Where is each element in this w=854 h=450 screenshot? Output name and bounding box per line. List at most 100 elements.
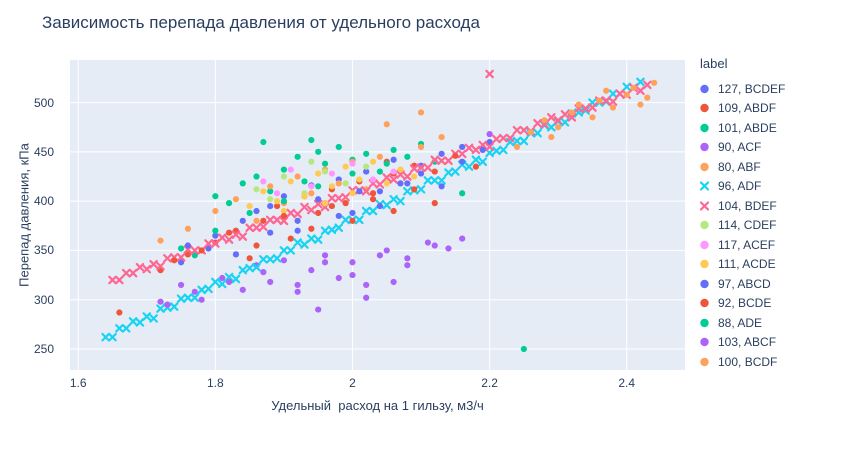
scatter-point-x <box>313 199 323 209</box>
scatter-point <box>363 294 370 301</box>
scatter-point-x <box>279 246 289 255</box>
scatter-point <box>171 257 178 264</box>
scatter-point-x <box>403 172 412 181</box>
scatter-point-x <box>313 235 323 244</box>
y-tick-label: 500 <box>33 95 54 110</box>
y-tick-label: 350 <box>33 243 54 258</box>
series-111-ACDE <box>246 158 418 215</box>
legend-item-111-ACDE[interactable]: 111, ACDE <box>694 255 852 275</box>
legend-marker-icon <box>700 123 709 132</box>
legend-item-label: 100, BCDF <box>718 354 778 369</box>
plot-area[interactable] <box>70 60 685 370</box>
scatter-point-x <box>142 312 152 321</box>
legend-item-label: 92, BCDE <box>718 296 772 311</box>
scatter-point-x <box>231 230 241 239</box>
scatter-point-x <box>211 239 220 248</box>
scatter-point <box>568 109 575 116</box>
legend: label 127, BCDEF 109, ABDF 101, ABDE 90, AC… <box>694 56 852 372</box>
scatter-point <box>212 207 219 215</box>
x-tick-label: 1.6 <box>69 376 87 390</box>
legend-marker-icon <box>700 279 709 288</box>
scatter-point <box>164 301 171 308</box>
scatter-point <box>280 207 288 215</box>
legend-item-label: 117, ACEF <box>718 237 776 252</box>
scatter-point-x <box>492 146 501 156</box>
scatter-point <box>212 193 219 200</box>
scatter-point <box>315 209 322 217</box>
legend-marker-icon <box>699 181 710 191</box>
legend-item-92-BCDE[interactable]: 92, BCDE <box>694 294 852 314</box>
scatter-point-x <box>533 128 542 138</box>
scatter-point <box>459 158 466 165</box>
scatter-point <box>287 235 294 242</box>
scatter-point <box>315 306 322 313</box>
scatter-point-x <box>423 163 433 172</box>
scatter-point-x <box>293 209 302 219</box>
scatter-point <box>198 296 205 303</box>
scatter-point <box>363 168 370 175</box>
scatter-point-x <box>430 176 440 185</box>
y-axis-ticks: 250 300 350 400 450 500 <box>0 60 62 370</box>
scatter-point-x <box>478 140 488 150</box>
scatter-point <box>308 158 315 165</box>
legend-item-80-ABF[interactable]: 80, ABF <box>694 157 852 177</box>
scatter-point <box>390 207 397 215</box>
legend-item-109-ABDF[interactable]: 109, ABDF <box>694 99 852 119</box>
scatter-point <box>225 229 233 236</box>
legend-marker-icon <box>700 143 709 152</box>
legend-item-88-ADE[interactable]: 88, ADE <box>694 313 852 333</box>
scatter-point <box>390 168 397 175</box>
scatter-point-x <box>265 255 275 264</box>
scatter-point-x <box>149 259 158 269</box>
legend-item-114-CDEF[interactable]: 114, CDEF <box>694 216 852 236</box>
scatter-point <box>253 242 260 249</box>
series-109-ABDF <box>116 162 438 316</box>
legend-item-97-ABCD[interactable]: 97, ABCD <box>694 274 852 294</box>
scatter-point-x <box>396 196 405 206</box>
scatter-point-x <box>224 235 234 244</box>
legend-item-100-BCDF[interactable]: 100, BCDF <box>694 352 852 372</box>
scatter-point-x <box>245 223 254 233</box>
scatter-point-x <box>190 246 200 255</box>
scatter-point <box>273 190 281 197</box>
legend-items: 127, BCDEF 109, ABDF 101, ABDE 90, ACF 80, A… <box>694 79 852 372</box>
scatter-point <box>177 245 185 252</box>
scatter-point-x <box>156 261 165 271</box>
legend-marker-icon <box>700 318 709 327</box>
scatter-point <box>404 153 411 160</box>
scatter-point <box>328 202 336 210</box>
legend-item-label: 90, ACF <box>718 140 762 155</box>
scatter-point-x <box>444 168 453 177</box>
legend-item-label: 103, ABCF <box>718 335 777 350</box>
legend-item-117-ACEF[interactable]: 117, ACEF <box>694 235 852 255</box>
scatter-point <box>177 281 185 289</box>
scatter-point <box>273 202 281 210</box>
series-88-ADE <box>177 160 527 353</box>
scatter-point-x <box>327 225 337 235</box>
series-103-ABCF <box>164 235 466 313</box>
legend-item-104-BDEF[interactable]: 104, BDEF <box>694 196 852 216</box>
legend-item-96-ADF[interactable]: 96, ADF <box>694 177 852 197</box>
legend-marker-icon <box>700 221 709 230</box>
scatter-point-x <box>478 157 488 167</box>
scatter-point-x <box>389 175 398 184</box>
scatter-point-x <box>505 133 515 143</box>
y-tick-label: 400 <box>33 194 54 209</box>
chart-title: Зависимость перепада давления от удельно… <box>42 13 480 32</box>
scatter-point <box>205 245 212 252</box>
legend-item-90-ACF[interactable]: 90, ACF <box>694 138 852 158</box>
legend-item-label: 80, ABF <box>718 159 761 174</box>
legend-item-103-ABCF[interactable]: 103, ABCF <box>694 333 852 353</box>
scatter-point-x <box>341 215 350 225</box>
scatter-point <box>294 217 301 224</box>
legend-item-127-BCDEF[interactable]: 127, BCDEF <box>694 79 852 99</box>
scatter-point <box>301 193 308 200</box>
scatter-point <box>390 156 397 163</box>
scatter-point <box>280 193 288 200</box>
y-tick-label: 450 <box>33 144 54 159</box>
x-tick-label: 2.2 <box>481 376 498 390</box>
y-tick-label: 300 <box>33 292 54 307</box>
legend-item-101-ABDE[interactable]: 101, ABDE <box>694 118 852 138</box>
scatter-point-x <box>245 263 254 273</box>
scatter-point <box>356 188 363 195</box>
